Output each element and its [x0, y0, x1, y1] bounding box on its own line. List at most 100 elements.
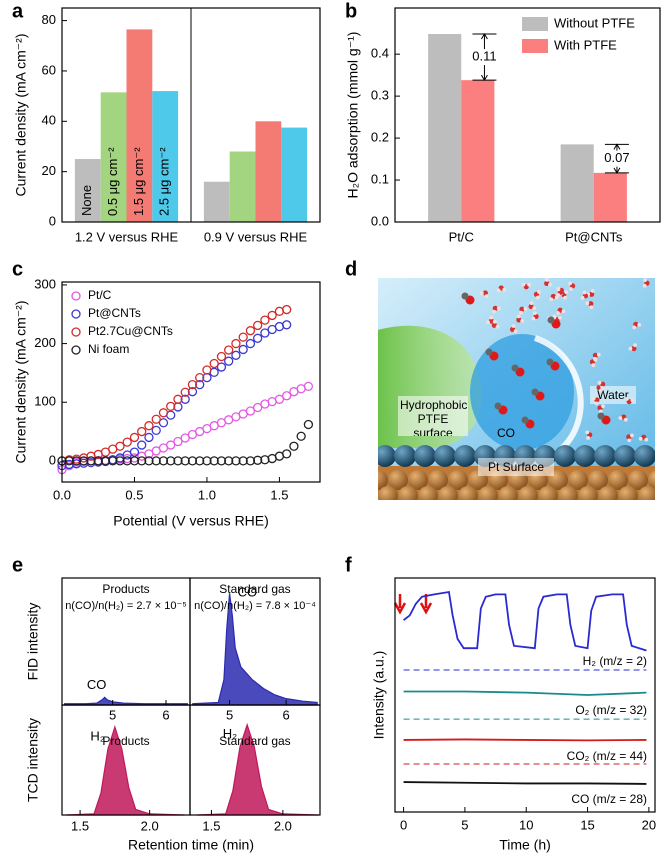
substrate-atom — [378, 486, 398, 500]
data-point — [245, 326, 256, 336]
y-axis-label: Current density (mA cm⁻²) — [13, 34, 29, 197]
trace-label: CO (m/z = 28) — [571, 792, 647, 806]
trace — [403, 690, 647, 696]
panel-label: f — [345, 554, 352, 576]
water-molecule — [593, 356, 597, 361]
label-background — [600, 150, 633, 167]
water-molecule — [601, 404, 605, 409]
bar-label: 2.5 μg cm⁻² — [157, 147, 172, 216]
bar-label: None — [79, 185, 94, 216]
legend-label: Pt2.7Cu@CNTs — [88, 324, 173, 338]
x-tick-label: 0.5 — [125, 487, 143, 502]
data-point — [195, 456, 205, 466]
pt-atom — [614, 445, 636, 467]
bar — [203, 181, 230, 222]
water-molecule — [627, 438, 632, 443]
water-molecule — [516, 317, 522, 323]
pt-atom — [594, 445, 616, 467]
bar — [593, 172, 627, 222]
water-molecule — [502, 287, 507, 292]
substrate-atom — [428, 470, 448, 490]
water-molecule — [492, 309, 497, 314]
data-point — [224, 345, 234, 355]
data-point — [195, 372, 205, 383]
x-tick-label: 1.5 — [202, 818, 220, 833]
water-molecule — [598, 409, 603, 414]
y-axis-label: FID intensity — [25, 603, 41, 681]
bar-label: 0.5 μg cm⁻² — [105, 147, 120, 216]
trace-label: H₂ (m/z = 2) — [583, 654, 647, 668]
trace — [403, 738, 647, 742]
water-molecule — [529, 301, 534, 306]
data-point — [282, 449, 292, 459]
substrate-atom — [578, 486, 598, 500]
water-molecule — [618, 416, 623, 420]
data-point — [93, 456, 103, 466]
x-tick-label: 15 — [580, 817, 594, 832]
water-molecule — [511, 324, 516, 328]
y-axis-label: Current density (mA cm⁻²) — [13, 301, 29, 464]
data-point — [137, 426, 147, 437]
data-point — [267, 310, 277, 321]
bar — [461, 80, 495, 222]
data-point — [144, 421, 154, 431]
bar — [229, 151, 256, 222]
water-molecule — [486, 320, 490, 325]
data-point — [180, 387, 190, 397]
trace-label: CO₂ (m/z = 44) — [567, 749, 647, 763]
substrate-atom — [408, 470, 428, 490]
legend-label: Ni foam — [88, 342, 129, 356]
data-point — [151, 425, 161, 436]
data-point — [303, 419, 314, 430]
difference-label: 0.11 — [472, 49, 496, 64]
data-point — [282, 320, 292, 330]
legend-swatch — [522, 39, 548, 53]
legend-marker — [71, 309, 81, 319]
water-molecule — [623, 417, 628, 422]
water-molecule — [630, 398, 635, 403]
water-molecule — [585, 430, 590, 435]
co-molecule — [547, 316, 555, 324]
substrate-atom — [448, 470, 468, 490]
data-point — [122, 456, 132, 466]
x-tick-label: Pt@CNTs — [565, 229, 623, 244]
water-molecule — [488, 318, 494, 324]
difference-cap — [604, 143, 629, 174]
water-molecule — [643, 278, 648, 283]
water-molecule — [598, 388, 603, 393]
water-molecule — [628, 346, 633, 351]
y-tick-label: 40 — [42, 113, 56, 128]
x-tick-label: 0.9 V versus RHE — [204, 229, 308, 244]
water-molecule — [586, 436, 590, 440]
peak-label: H₂ — [90, 728, 104, 743]
panel-label: d — [345, 258, 357, 280]
water-molecule — [588, 301, 594, 307]
y-tick-label: 0.0 — [371, 213, 389, 228]
data-point — [173, 394, 183, 404]
substrate-atom — [638, 486, 655, 500]
x-tick-label: 5 — [226, 707, 233, 722]
trace-label: O₂ (m/z = 32) — [575, 703, 647, 717]
scene-label: Pt Surface — [478, 458, 554, 476]
data-point — [296, 431, 306, 441]
water-molecule — [519, 306, 525, 312]
subplot-subtitle: n(CO)/n(H₂) = 7.8 × 10⁻⁴ — [194, 600, 316, 612]
water-molecule — [519, 310, 524, 315]
x-tick-label: 2.0 — [141, 818, 159, 833]
water-molecule — [600, 385, 605, 390]
pt-atom — [414, 445, 436, 467]
panel-label: c — [12, 258, 23, 280]
co-molecule — [597, 412, 605, 420]
data-point — [166, 401, 176, 411]
data-point — [209, 456, 219, 466]
water-molecule — [630, 433, 634, 438]
pt-atom — [378, 445, 396, 467]
x-tick-label: 20 — [642, 817, 656, 832]
data-point — [158, 418, 169, 428]
data-point — [100, 456, 111, 466]
water-molecule — [533, 311, 537, 316]
legend-label: Without PTFE — [554, 15, 635, 30]
peak-area — [66, 725, 185, 816]
water-molecule — [589, 305, 594, 310]
x-tick-label: 1.2 V versus RHE — [75, 229, 179, 244]
